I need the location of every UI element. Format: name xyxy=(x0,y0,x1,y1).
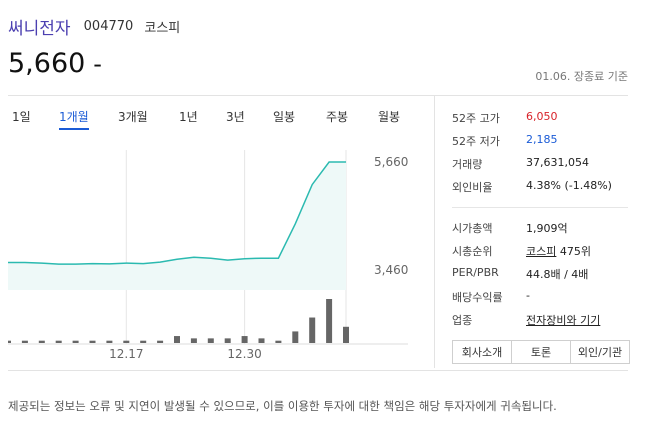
volume-bar xyxy=(123,340,130,343)
price-line xyxy=(8,161,346,265)
volume-bar xyxy=(157,340,164,343)
tab-weekly[interactable]: 주봉 xyxy=(326,110,349,124)
divider-bottom xyxy=(8,370,628,371)
volume-bar xyxy=(292,331,299,343)
volume-bar xyxy=(275,340,282,343)
foreign-institution-button[interactable]: 외인/기관 xyxy=(571,341,629,363)
tab-daily[interactable]: 일봉 xyxy=(273,110,296,124)
tab-3-year[interactable]: 3년 xyxy=(226,110,245,124)
volume-bar xyxy=(190,338,197,343)
stat-market-cap-value: 1,909억 xyxy=(526,222,568,235)
volume-bar xyxy=(38,340,45,343)
volume-bar xyxy=(89,340,96,343)
info-buttons: 회사소개 토론 외인/기관 xyxy=(452,340,630,364)
disclaimer-text: 제공되는 정보는 오류 및 지연이 발생될 수 있으므로, 이를 이용한 투자에… xyxy=(8,399,557,413)
stock-header: 써니전자 004770 코스피 xyxy=(8,14,180,40)
volume-bar xyxy=(326,299,333,343)
volume-bar xyxy=(21,340,28,343)
tab-3-month[interactable]: 3개월 xyxy=(118,110,148,124)
volume-bar xyxy=(174,336,180,343)
sector-link[interactable]: 전자장비와 기기 xyxy=(526,314,601,327)
volume-bar xyxy=(72,340,79,343)
stat-foreign-ratio-value: 4.38% (-1.48%) xyxy=(526,179,612,192)
stat-52w-high-value: 6,050 xyxy=(526,110,558,123)
discussion-button[interactable]: 토론 xyxy=(512,341,571,363)
divider-top xyxy=(8,95,628,96)
stat-dividend-yield-value: - xyxy=(526,289,530,302)
y-tick-label: 3,460 xyxy=(374,263,408,277)
y-tick-label: 5,660 xyxy=(374,155,408,169)
divider-vertical xyxy=(434,96,435,368)
market-rank-value: 475위 xyxy=(559,245,591,258)
stock-code: 004770 xyxy=(83,19,134,34)
volume-bar xyxy=(106,340,113,343)
volume-bar xyxy=(258,338,265,343)
price-chart: 5,660 3,460 12.17 12.30 xyxy=(8,150,408,361)
price-change-sign: - xyxy=(93,50,102,78)
volume-bar xyxy=(55,340,62,343)
stat-volume-value: 37,631,054 xyxy=(526,156,589,169)
tab-1-day[interactable]: 1일 xyxy=(12,110,31,124)
volume-bar xyxy=(343,326,349,343)
stat-per-pbr-value: 44.8배 / 4배 xyxy=(526,268,589,281)
price-value: 5,660 xyxy=(8,48,86,79)
period-tabs: 1일 1개월 3개월 1년 3년 일봉 주봉 월봉 xyxy=(8,108,408,132)
company-info-button[interactable]: 회사소개 xyxy=(453,341,512,363)
volume-bar xyxy=(207,338,214,343)
stat-52w-low-value: 2,185 xyxy=(526,133,558,146)
x-tick-label: 12.17 xyxy=(109,347,143,361)
volume-bar xyxy=(241,336,248,343)
volume-bar xyxy=(224,338,231,343)
volume-bar xyxy=(8,340,11,343)
tab-1-year[interactable]: 1년 xyxy=(179,110,198,124)
tab-monthly[interactable]: 월봉 xyxy=(378,110,401,124)
market-name: 코스피 xyxy=(144,21,181,36)
as-of-date: 01.06. 장종료 기준 xyxy=(535,70,628,83)
price-area-fill xyxy=(8,162,346,290)
volume-bar xyxy=(140,340,147,343)
stats-divider xyxy=(452,207,628,208)
company-name[interactable]: 써니전자 xyxy=(8,19,71,39)
market-rank-link[interactable]: 코스피 xyxy=(526,245,557,258)
current-price: 5,660- xyxy=(8,48,102,79)
volume-bar xyxy=(309,317,316,343)
x-tick-label: 12.30 xyxy=(227,347,261,361)
tab-1-month[interactable]: 1개월 xyxy=(59,108,89,130)
